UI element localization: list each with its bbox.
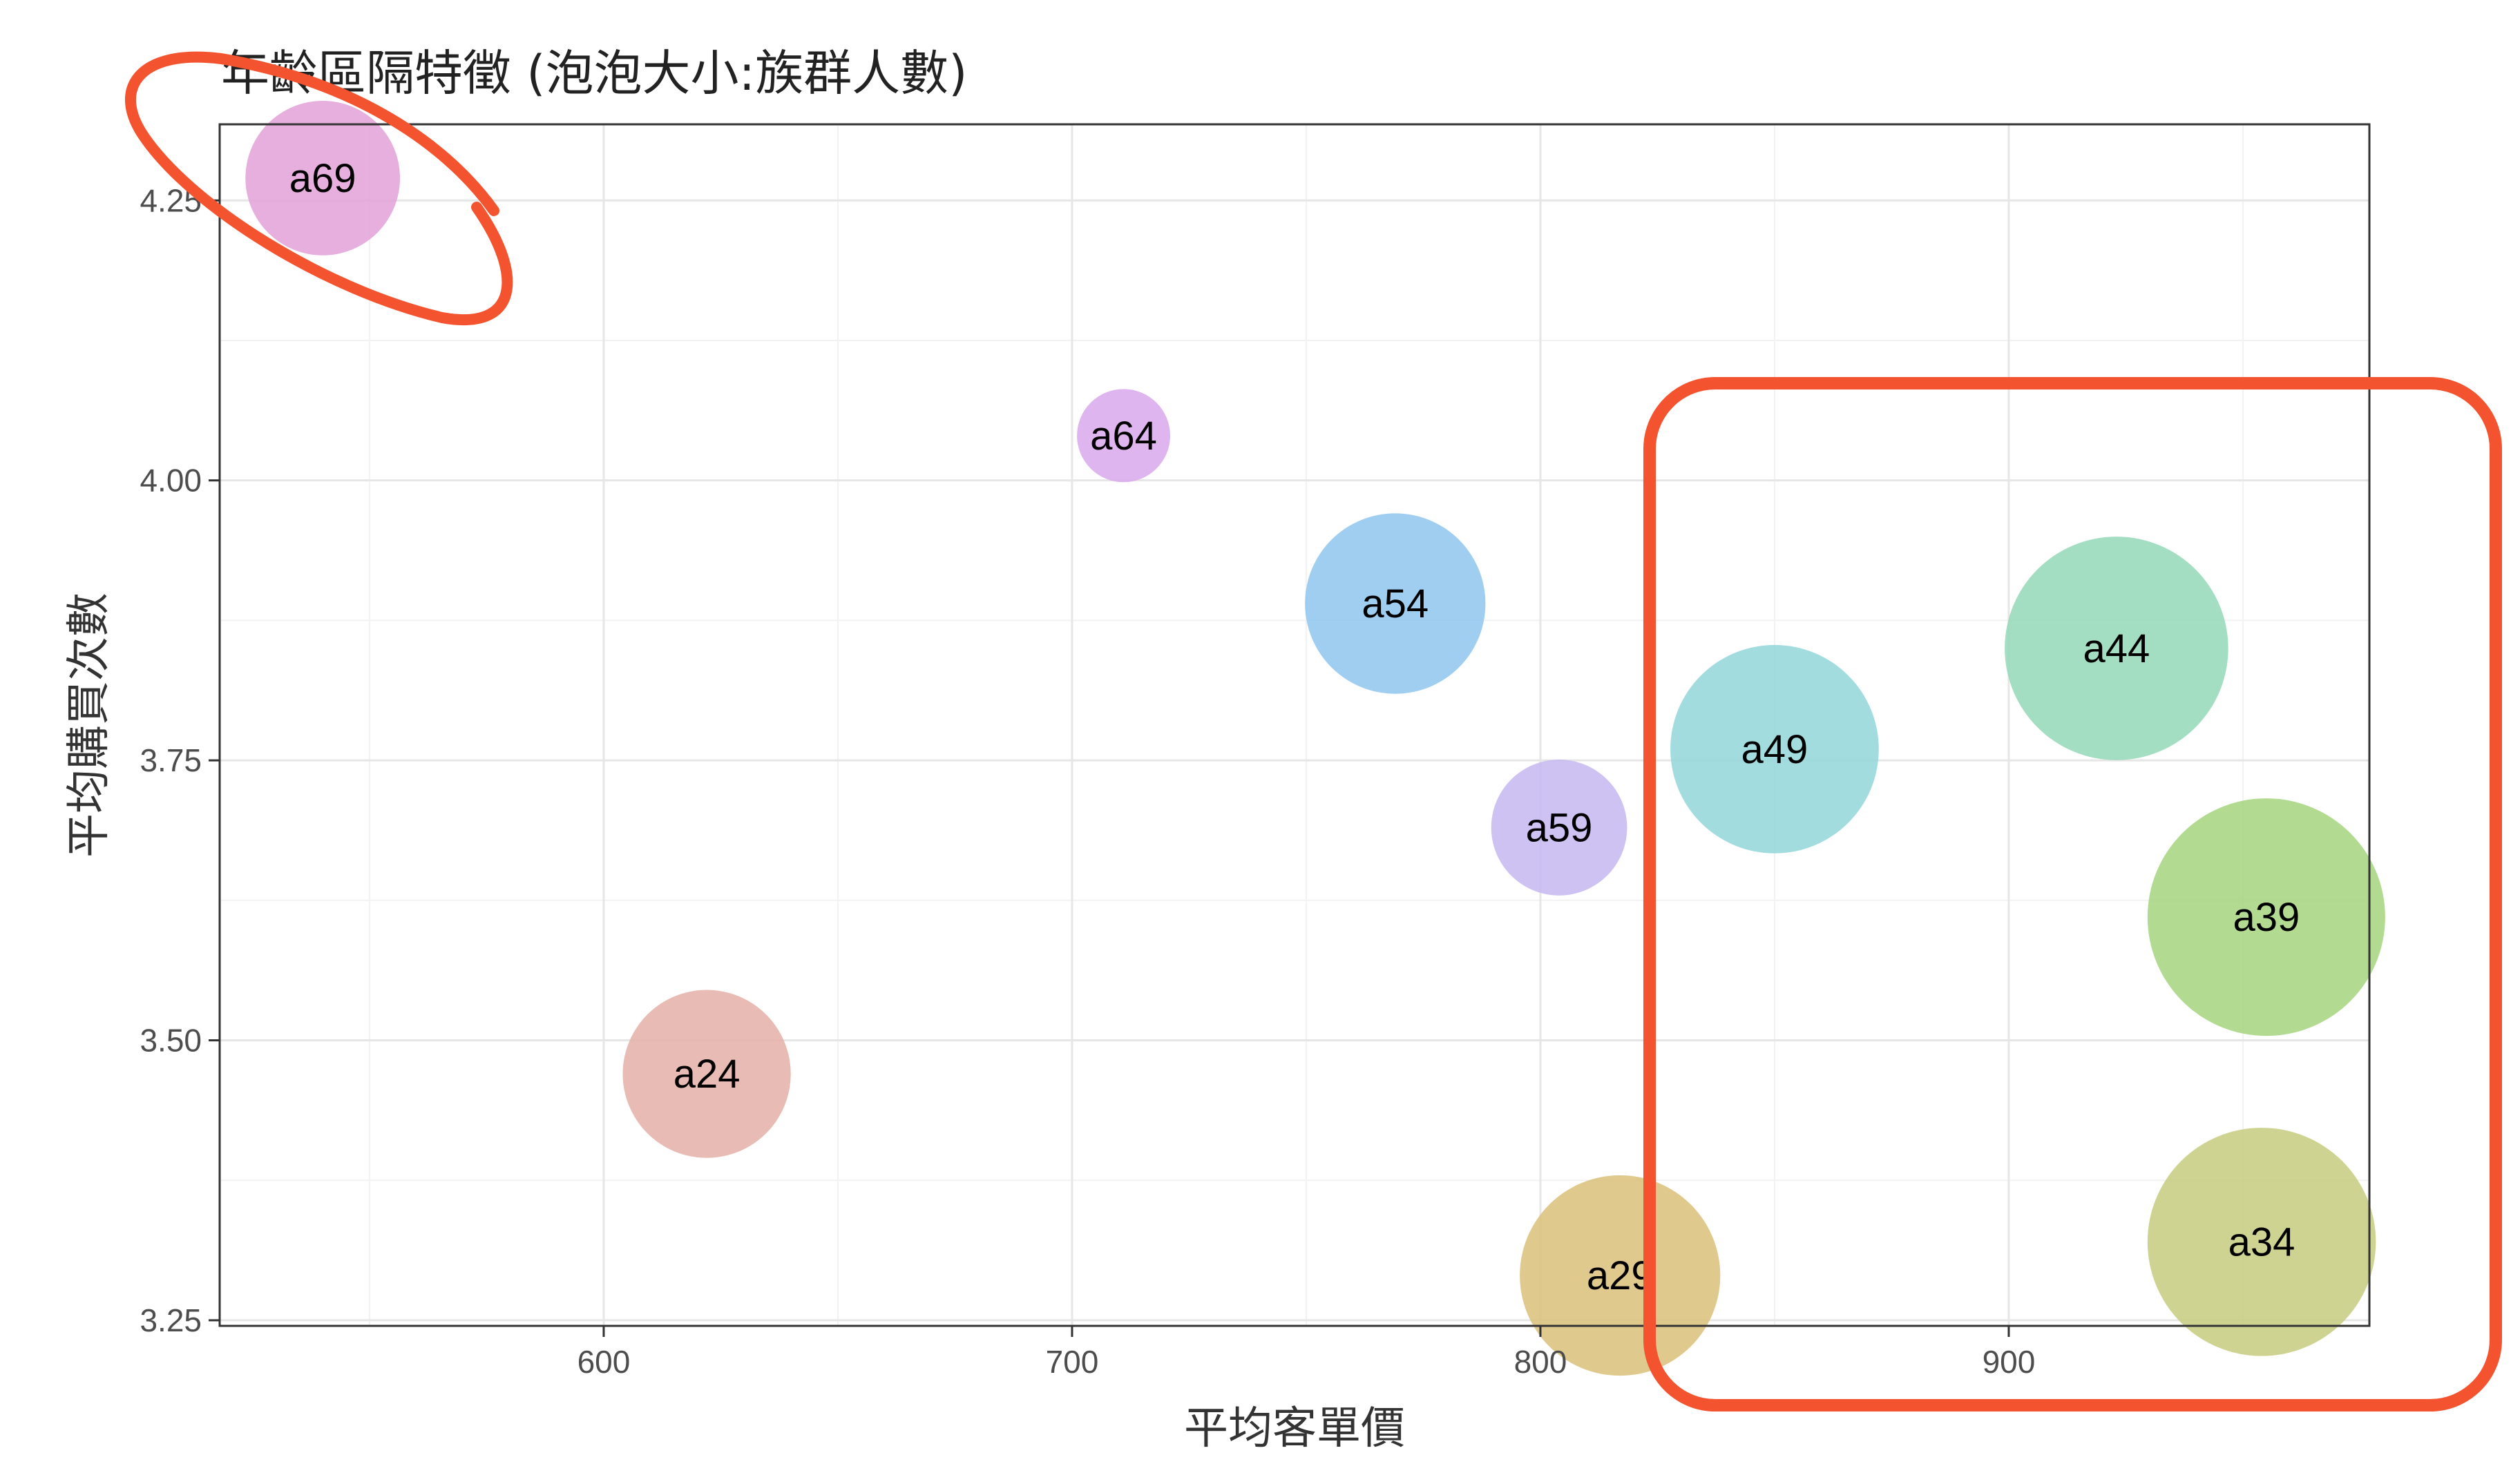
bubble-label-a69: a69 (289, 156, 356, 201)
annotation-layer (124, 51, 2502, 1411)
x-axis-ticks: 600 700 800 900 (577, 1326, 2036, 1380)
bubble-label-a39: a39 (2233, 895, 2300, 940)
y-axis-ticks: 3.253.503.754.004.25 (140, 182, 220, 1338)
grid-major (220, 124, 2369, 1326)
annotation-circle-a69 (124, 51, 513, 326)
annotation-box-high-price (1643, 377, 2502, 1411)
bubble-layer: a69 a64 a54 a59 a49 a44 a39 a34 a29 a24 (245, 100, 2385, 1376)
bubble-a34 (2147, 1128, 2376, 1356)
bubble-a39 (2147, 798, 2385, 1037)
bubble-a24 (622, 990, 791, 1158)
y-axis-label: 平均購買次數 (64, 592, 115, 858)
bubble-a54 (1305, 513, 1486, 694)
bubble-label-a44: a44 (2083, 626, 2150, 671)
plot-border (218, 123, 2371, 1327)
y-tick-label: 4.00 (140, 463, 202, 499)
x-tick-label: 600 (577, 1344, 631, 1380)
bubble-a59 (1491, 760, 1627, 896)
bubble-label-a49: a49 (1741, 727, 1808, 772)
bubble-label-a59: a59 (1526, 805, 1593, 850)
x-axis-label: 平均客單價 (1184, 1403, 1405, 1454)
bubble-a64 (1077, 389, 1170, 483)
bubble-label-a24: a24 (674, 1052, 741, 1097)
bubble-label-a64: a64 (1090, 414, 1157, 459)
bubble-label-a54: a54 (1362, 581, 1429, 626)
bubble-label-a29: a29 (1587, 1253, 1654, 1298)
bubble-label-a34: a34 (2228, 1220, 2295, 1264)
x-tick-label: 700 (1046, 1344, 1099, 1380)
x-tick-label: 800 (1514, 1344, 1567, 1380)
y-tick-label: 3.25 (140, 1302, 202, 1338)
x-tick-label: 900 (1983, 1344, 2036, 1380)
y-tick-label: 3.50 (140, 1022, 202, 1058)
y-tick-label: 3.75 (140, 742, 202, 778)
bubble-a69 (245, 100, 401, 256)
bubble-a44 (2005, 537, 2228, 760)
bubble-a49 (1670, 645, 1879, 854)
plot-panel (220, 124, 2369, 1326)
